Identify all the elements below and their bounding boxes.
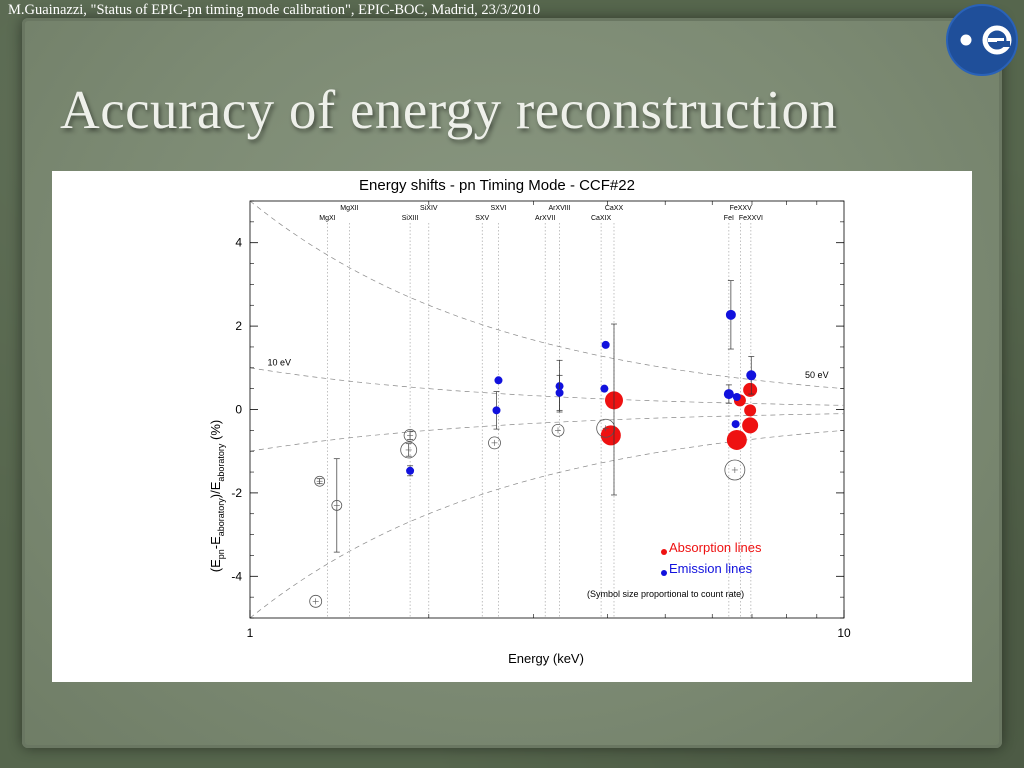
absorption-point (744, 404, 757, 417)
emission-point (555, 388, 564, 397)
absorption-point (742, 417, 759, 434)
line-label-bottom: SXV (475, 215, 489, 222)
line-label-top: MgXII (340, 205, 358, 212)
y-axis-label-part: (%) (208, 420, 223, 444)
line-label-top: FeXXV (730, 205, 753, 212)
line-label-top: ArXVIII (548, 205, 570, 212)
y-axis-label: (Epn-Eaboratory)/Eaboratory (%) (208, 420, 226, 573)
reference-curve (249, 200, 845, 389)
reference-point (331, 500, 343, 511)
emission-point (731, 420, 740, 429)
curve-label: 10 eV (267, 358, 291, 368)
legend-label: Emission lines (669, 561, 753, 576)
curve-label: 50 eV (805, 370, 829, 380)
y-axis-label-sub: aboratory (216, 443, 226, 482)
y-tick-label: 0 (235, 403, 242, 417)
line-label-top: CaXX (605, 205, 624, 212)
esa-logo-icon (946, 4, 1018, 76)
absorption-point (743, 382, 758, 397)
y-tick-label: -4 (231, 569, 242, 583)
emission-point (601, 340, 610, 349)
emission-point (732, 392, 741, 401)
reference-point (403, 428, 417, 442)
reference-point (309, 594, 323, 608)
citation-header: M.Guainazzi, "Status of EPIC-pn timing m… (8, 2, 541, 18)
absorption-point (726, 429, 747, 450)
line-label-bottom: FeI (724, 215, 734, 222)
reference-curve (249, 413, 845, 452)
legend-note: (Symbol size proportional to count rate) (587, 589, 744, 599)
line-label-bottom: FeXXVI (739, 215, 763, 222)
chart-title: Energy shifts - pn Timing Mode - CCF#22 (359, 177, 635, 194)
line-label-bottom: SiXIII (402, 215, 419, 222)
line-label-bottom: CaXIX (591, 215, 612, 222)
y-tick-label: 4 (235, 236, 242, 250)
reference-point (488, 436, 501, 450)
emission-point (746, 370, 757, 381)
line-label-top: SXVI (490, 205, 506, 212)
y-tick-label: 2 (235, 319, 242, 333)
x-tick-label: 1 (247, 626, 254, 640)
plot-panel: Energy shifts - pn Timing Mode - CCF#22 … (52, 171, 972, 682)
slide-title: Accuracy of energy reconstruction (60, 79, 838, 140)
emission-point (723, 389, 734, 400)
y-tick-label: -2 (231, 486, 242, 500)
emission-point (494, 376, 503, 385)
line-label-top: SiXIV (420, 205, 438, 212)
y-axis-label-part: -E (208, 536, 223, 549)
reference-point (314, 475, 326, 487)
legend-swatch (661, 549, 667, 555)
x-axis-label: Energy (keV) (508, 651, 584, 666)
emission-point (406, 466, 415, 475)
y-axis-label-sub: aboratory (216, 498, 226, 537)
emission-point (600, 384, 609, 393)
y-axis-label-part: )/E (208, 481, 223, 498)
reference-point (400, 441, 418, 459)
legend-swatch (661, 570, 667, 576)
legend-label: Absorption lines (669, 540, 762, 555)
y-axis-label-sub: pn (216, 549, 226, 559)
reference-point (551, 423, 565, 437)
y-axis-label-part: (E (208, 559, 223, 572)
line-label-bottom: ArXVII (535, 215, 555, 222)
energy-shift-chart: Energy shifts - pn Timing Mode - CCF#22 … (208, 177, 851, 666)
x-tick-label: 10 (837, 626, 851, 640)
emission-point (725, 309, 736, 320)
line-label-bottom: MgXI (319, 215, 335, 222)
emission-point (492, 406, 501, 415)
reference-point (596, 418, 616, 438)
reference-point (724, 459, 746, 481)
